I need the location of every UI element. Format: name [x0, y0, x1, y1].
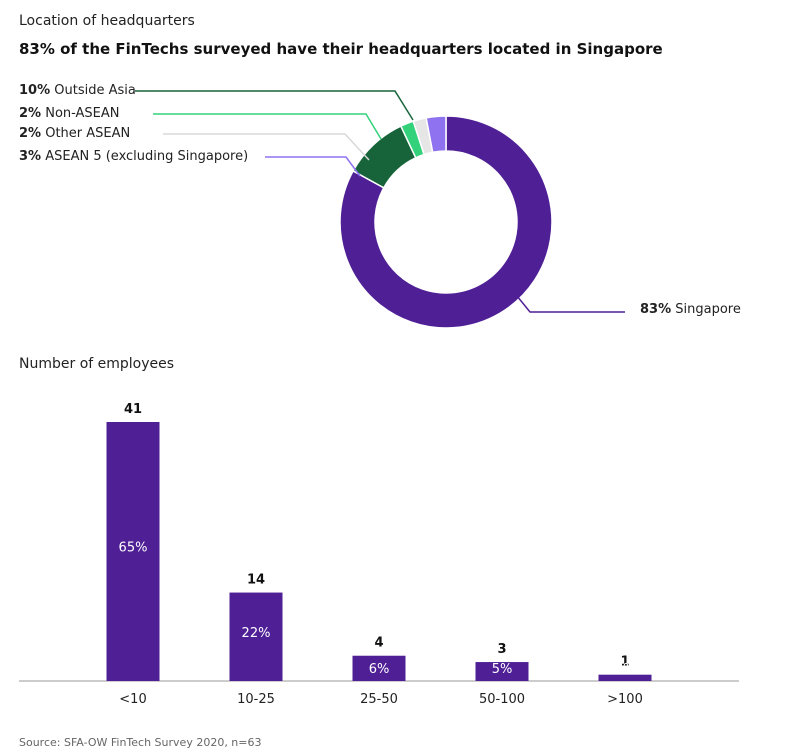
bar-count-label: 14: [247, 573, 265, 588]
legend-singapore-pct: 83%: [640, 302, 672, 317]
legend-outside-asia-label: Outside Asia: [54, 83, 136, 98]
donut-slice-asean-5-excluding-singapore: [425, 115, 447, 154]
bar-percent-label: 65%: [119, 541, 148, 556]
bar-percent-label: 5%: [492, 662, 513, 677]
bar-percent-label: 2%: [615, 662, 636, 677]
bar-percent-label: 6%: [369, 662, 390, 677]
x-tick-label: <10: [119, 692, 146, 707]
bar-gt100: [598, 674, 652, 681]
x-tick-label: 50-100: [479, 692, 525, 707]
legend-asean5-label: ASEAN 5 (excluding Singapore): [45, 149, 249, 164]
legend-other-asean: 2% Other ASEAN: [19, 126, 130, 141]
legend-singapore: 83% Singapore: [640, 302, 741, 317]
bar-lt10: [106, 422, 160, 681]
legend-outside-asia-pct: 10%: [19, 83, 51, 98]
legend-asean5: 3% ASEAN 5 (excluding Singapore): [19, 149, 248, 164]
leader-outside-asia: [135, 90, 414, 121]
legend-non-asean: 2% Non-ASEAN: [19, 106, 120, 121]
bar-25-50: [352, 655, 406, 681]
donut-leader-lines: [135, 90, 625, 313]
bar-count-label: 4: [374, 636, 383, 651]
donut-headline: 83% of the FinTechs surveyed have their …: [19, 40, 663, 58]
donut-chart: [339, 115, 553, 329]
x-tick-label: 10-25: [237, 692, 275, 707]
legend-other-asean-pct: 2%: [19, 126, 42, 141]
leader-asean5: [265, 156, 361, 177]
x-tick-label: >100: [607, 692, 643, 707]
legend-non-asean-label: Non-ASEAN: [45, 106, 120, 121]
x-tick-label: 25-50: [360, 692, 398, 707]
bar-count-label: 1: [620, 655, 629, 670]
bar-chart: 41 65% <10 14 22% 10-25 4 6% 25-50 3 5% 50-100 12% >1…: [19, 402, 739, 707]
bar-percent-label: 22%: [242, 626, 271, 641]
legend-asean5-pct: 3%: [19, 149, 42, 164]
leader-other-asean: [163, 133, 370, 161]
legend-other-asean-label: Other ASEAN: [45, 126, 131, 141]
bar-count-label: 41: [124, 402, 142, 417]
legend-singapore-label: Singapore: [675, 302, 741, 317]
bar-count-label: 3: [497, 642, 506, 657]
bar-chart-title: Number of employees: [19, 356, 175, 372]
source-note: Source: SFA-OW FinTech Survey 2020, n=63: [19, 736, 262, 749]
donut-chart-title: Location of headquarters: [19, 13, 195, 29]
leader-non-asean: [153, 113, 382, 140]
legend-non-asean-pct: 2%: [19, 106, 42, 121]
bar-50-100: [475, 662, 529, 681]
bar-10-25: [229, 592, 283, 681]
leader-singapore: [516, 295, 625, 313]
donut-slice-singapore: [339, 115, 553, 329]
legend-outside-asia: 10% Outside Asia: [19, 83, 136, 98]
